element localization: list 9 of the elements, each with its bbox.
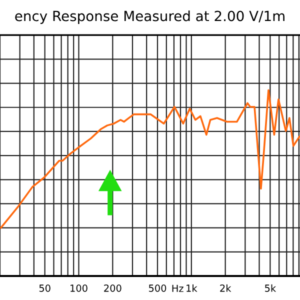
chart-title: ency Response Measured at 2.00 V/1m xyxy=(15,10,284,24)
x-tick-label: 100 xyxy=(70,284,88,292)
x-tick-label: 500 xyxy=(148,284,166,292)
x-tick-label: 200 xyxy=(104,284,122,292)
x-tick-label: 50 xyxy=(39,284,50,292)
x-tick-label: 2k xyxy=(220,284,232,292)
x-axis-title: Hz xyxy=(172,284,184,292)
x-tick-label: 5k xyxy=(265,284,276,292)
x-tick-label: 1k xyxy=(186,284,198,292)
